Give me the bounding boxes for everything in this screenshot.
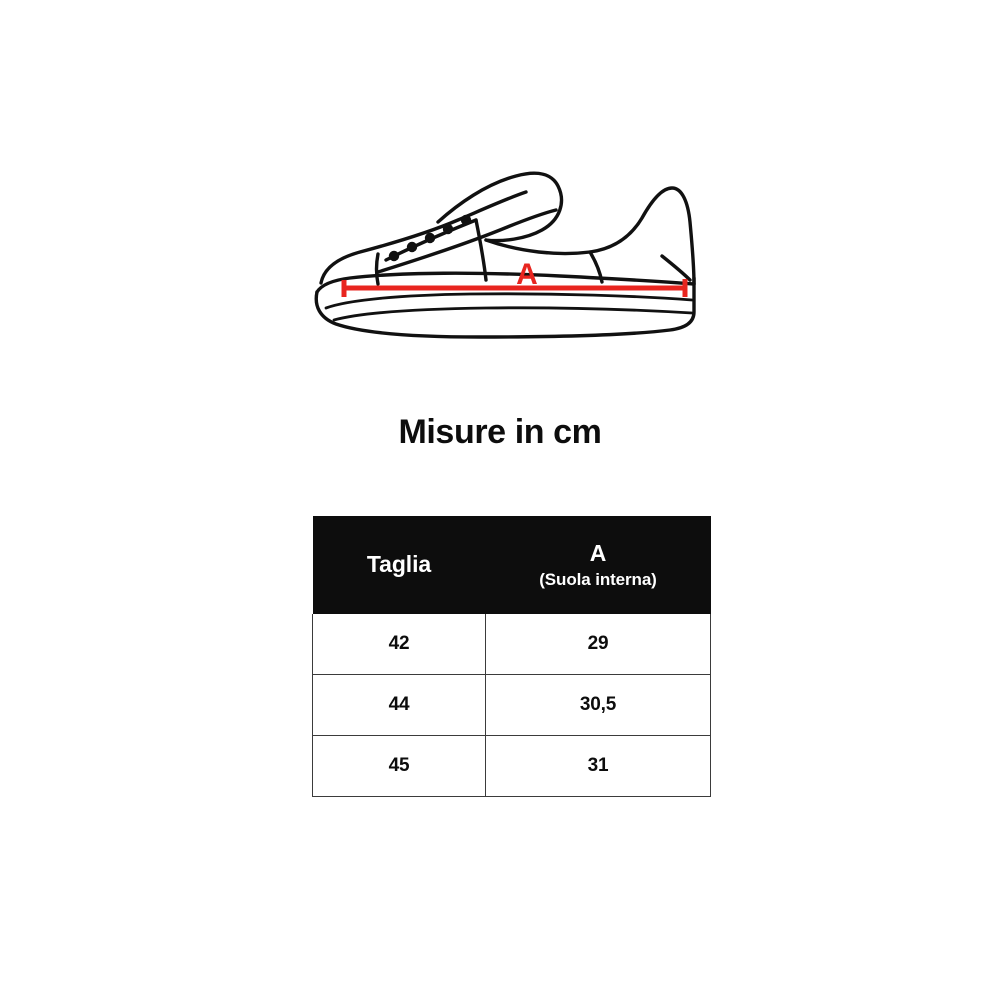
midsole-top-line (315, 271, 696, 294)
eyelet-icon (460, 214, 472, 226)
measurement-label-a: A (516, 258, 538, 291)
side-panel-path (376, 208, 558, 274)
eyelet-icon (388, 250, 400, 262)
sneaker-illustration: A (314, 171, 696, 339)
sneaker-diagram: A (290, 160, 730, 360)
column-header-a-label: A (589, 539, 607, 566)
table-row: 44 30,5 (312, 674, 711, 736)
table-row: 45 31 (312, 735, 711, 797)
heel-counter-line (660, 254, 692, 282)
collar-path (484, 186, 696, 286)
sneaker-outline-group (314, 171, 696, 339)
heel-quarter-seam (588, 250, 604, 284)
table-header-row: Taglia A (Suola interna) (312, 516, 711, 614)
table-row: 42 29 (312, 614, 711, 675)
cell-insole-length: 31 (485, 735, 711, 797)
vamp-seam-line (474, 218, 488, 282)
cell-size: 44 (312, 674, 486, 736)
table-body: 42 29 44 30,5 45 31 (312, 614, 711, 797)
page-title: Misure in cm (398, 413, 602, 451)
column-header-taglia-label: Taglia (366, 551, 432, 578)
eyelet-icon (442, 223, 454, 235)
tongue-path (436, 171, 564, 243)
lace-eyelets-group (388, 214, 472, 262)
upper-silhouette-path (319, 190, 528, 285)
midsole-stripe-lower (332, 306, 694, 322)
column-header-taglia: Taglia (312, 516, 486, 614)
column-header-a-sublabel: (Suola interna) (539, 570, 657, 590)
cell-insole-length: 30,5 (485, 674, 711, 736)
cell-size: 45 (312, 735, 486, 797)
toe-cap-line (374, 252, 380, 286)
size-chart-table: Taglia A (Suola interna) 42 29 44 30,5 (312, 516, 711, 797)
cell-size: 42 (312, 614, 486, 675)
eyelet-icon (424, 232, 436, 244)
eyelet-icon (406, 241, 418, 253)
table-header: Taglia A (Suola interna) (312, 516, 711, 614)
column-header-a: A (Suola interna) (485, 516, 711, 614)
midsole-stripe-upper (324, 292, 694, 310)
outsole-path (314, 276, 696, 339)
measurement-line-a (341, 279, 688, 297)
cell-insole-length: 29 (485, 614, 711, 675)
